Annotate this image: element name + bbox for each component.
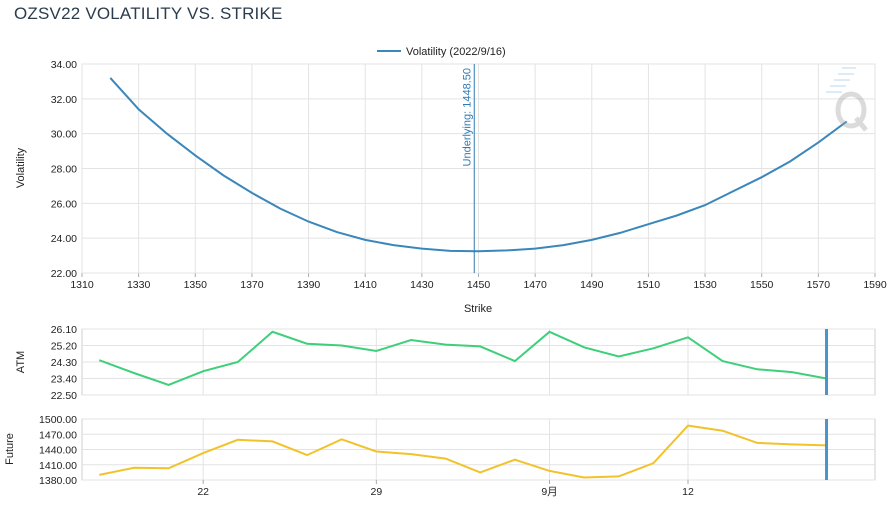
- main-x-tick-label: 1510: [637, 279, 661, 291]
- main-x-tick-label: 1450: [467, 279, 491, 291]
- x-axis-title: Strike: [464, 303, 492, 315]
- legend-label: Volatility (2022/9/16): [406, 46, 506, 58]
- underlying-label: Underlying: 1448.50: [461, 68, 473, 166]
- atm-plot: 22.50 23.40 24.30 25.20 26.10 ATM: [15, 324, 876, 402]
- q-logo-icon: [826, 67, 868, 132]
- y-tick-label: 22.50: [51, 390, 77, 402]
- main-x-tick-label: 1550: [750, 279, 774, 291]
- future-plot: 1380.00 1410.00 1440.00 1470.00 1500.00 22 29…: [4, 414, 876, 498]
- y-tick-label: 24.30: [51, 357, 77, 369]
- y-tick-label: 23.40: [51, 374, 77, 386]
- atm-series-line: [98, 330, 827, 386]
- main-y-tick-label: 34.00: [51, 59, 77, 71]
- future-x-tick-label: 9月: [541, 486, 557, 498]
- future-axis-title: Future: [4, 433, 16, 465]
- main-x-tick-label: 1370: [240, 279, 264, 291]
- y-tick-label: 1410.00: [39, 460, 77, 472]
- main-x-tick-label: 1430: [410, 279, 434, 291]
- main-x-tick-label: 1330: [127, 279, 151, 291]
- future-y-tick-labels: 1380.00 1410.00 1440.00 1470.00 1500.00: [39, 414, 77, 487]
- atm-y-tick-labels: 22.50 23.40 24.30 25.20 26.10: [51, 324, 77, 402]
- legend: Volatility (2022/9/16): [377, 46, 506, 58]
- main-x-tick-label: 1530: [693, 279, 717, 291]
- y-tick-label: 26.10: [51, 324, 77, 336]
- main-x-tick-label: 1490: [580, 279, 604, 291]
- future-x-tick-label: 22: [197, 486, 209, 498]
- main-y-tick-label: 32.00: [51, 94, 77, 106]
- y-tick-label: 1440.00: [39, 445, 77, 457]
- main-x-tick-label: 1470: [523, 279, 547, 291]
- y-tick-label: 25.20: [51, 341, 77, 353]
- main-x-tick-label: 1410: [354, 279, 378, 291]
- volatility-plot: 1310 1330 1350 1370 1390 1410 1430 1450 1470 1490…: [15, 46, 887, 315]
- main-x-tick-label: 1590: [863, 279, 887, 291]
- y-tick-label: 1470.00: [39, 429, 77, 441]
- main-x-tick-label: 1350: [184, 279, 208, 291]
- main-x-tick-label: 1570: [807, 279, 831, 291]
- main-y-tick-labels: 22.00 24.00 26.00 28.00 30.00 32.00 34.00: [51, 59, 77, 280]
- main-y-tick-label: 22.00: [51, 268, 77, 280]
- main-x-tick-labels: 1310 1330 1350 1370 1390 1410 1430 1450 1470 1490…: [70, 279, 887, 291]
- future-x-tick-label: 12: [682, 486, 694, 498]
- page-title: OZSV22 VOLATILITY VS. STRIKE: [14, 4, 283, 23]
- y-tick-label: 1500.00: [39, 414, 77, 426]
- future-x-tick-labels: 22 29 9月 12: [197, 480, 694, 498]
- y-tick-label: 1380.00: [39, 475, 77, 487]
- future-series-line: [99, 424, 827, 479]
- main-y-tick-label: 28.00: [51, 164, 77, 176]
- main-x-tick-label: 1390: [297, 279, 321, 291]
- volatility-series-line: [109, 77, 848, 253]
- main-x-tick-label: 1310: [70, 279, 94, 291]
- y-axis-title: Volatility: [15, 147, 27, 188]
- future-x-tick-label: 29: [371, 486, 383, 498]
- main-y-tick-label: 30.00: [51, 129, 77, 141]
- main-grid: [81, 63, 876, 277]
- atm-axis-title: ATM: [15, 351, 27, 373]
- main-y-tick-label: 24.00: [51, 233, 77, 245]
- main-y-tick-label: 26.00: [51, 198, 77, 210]
